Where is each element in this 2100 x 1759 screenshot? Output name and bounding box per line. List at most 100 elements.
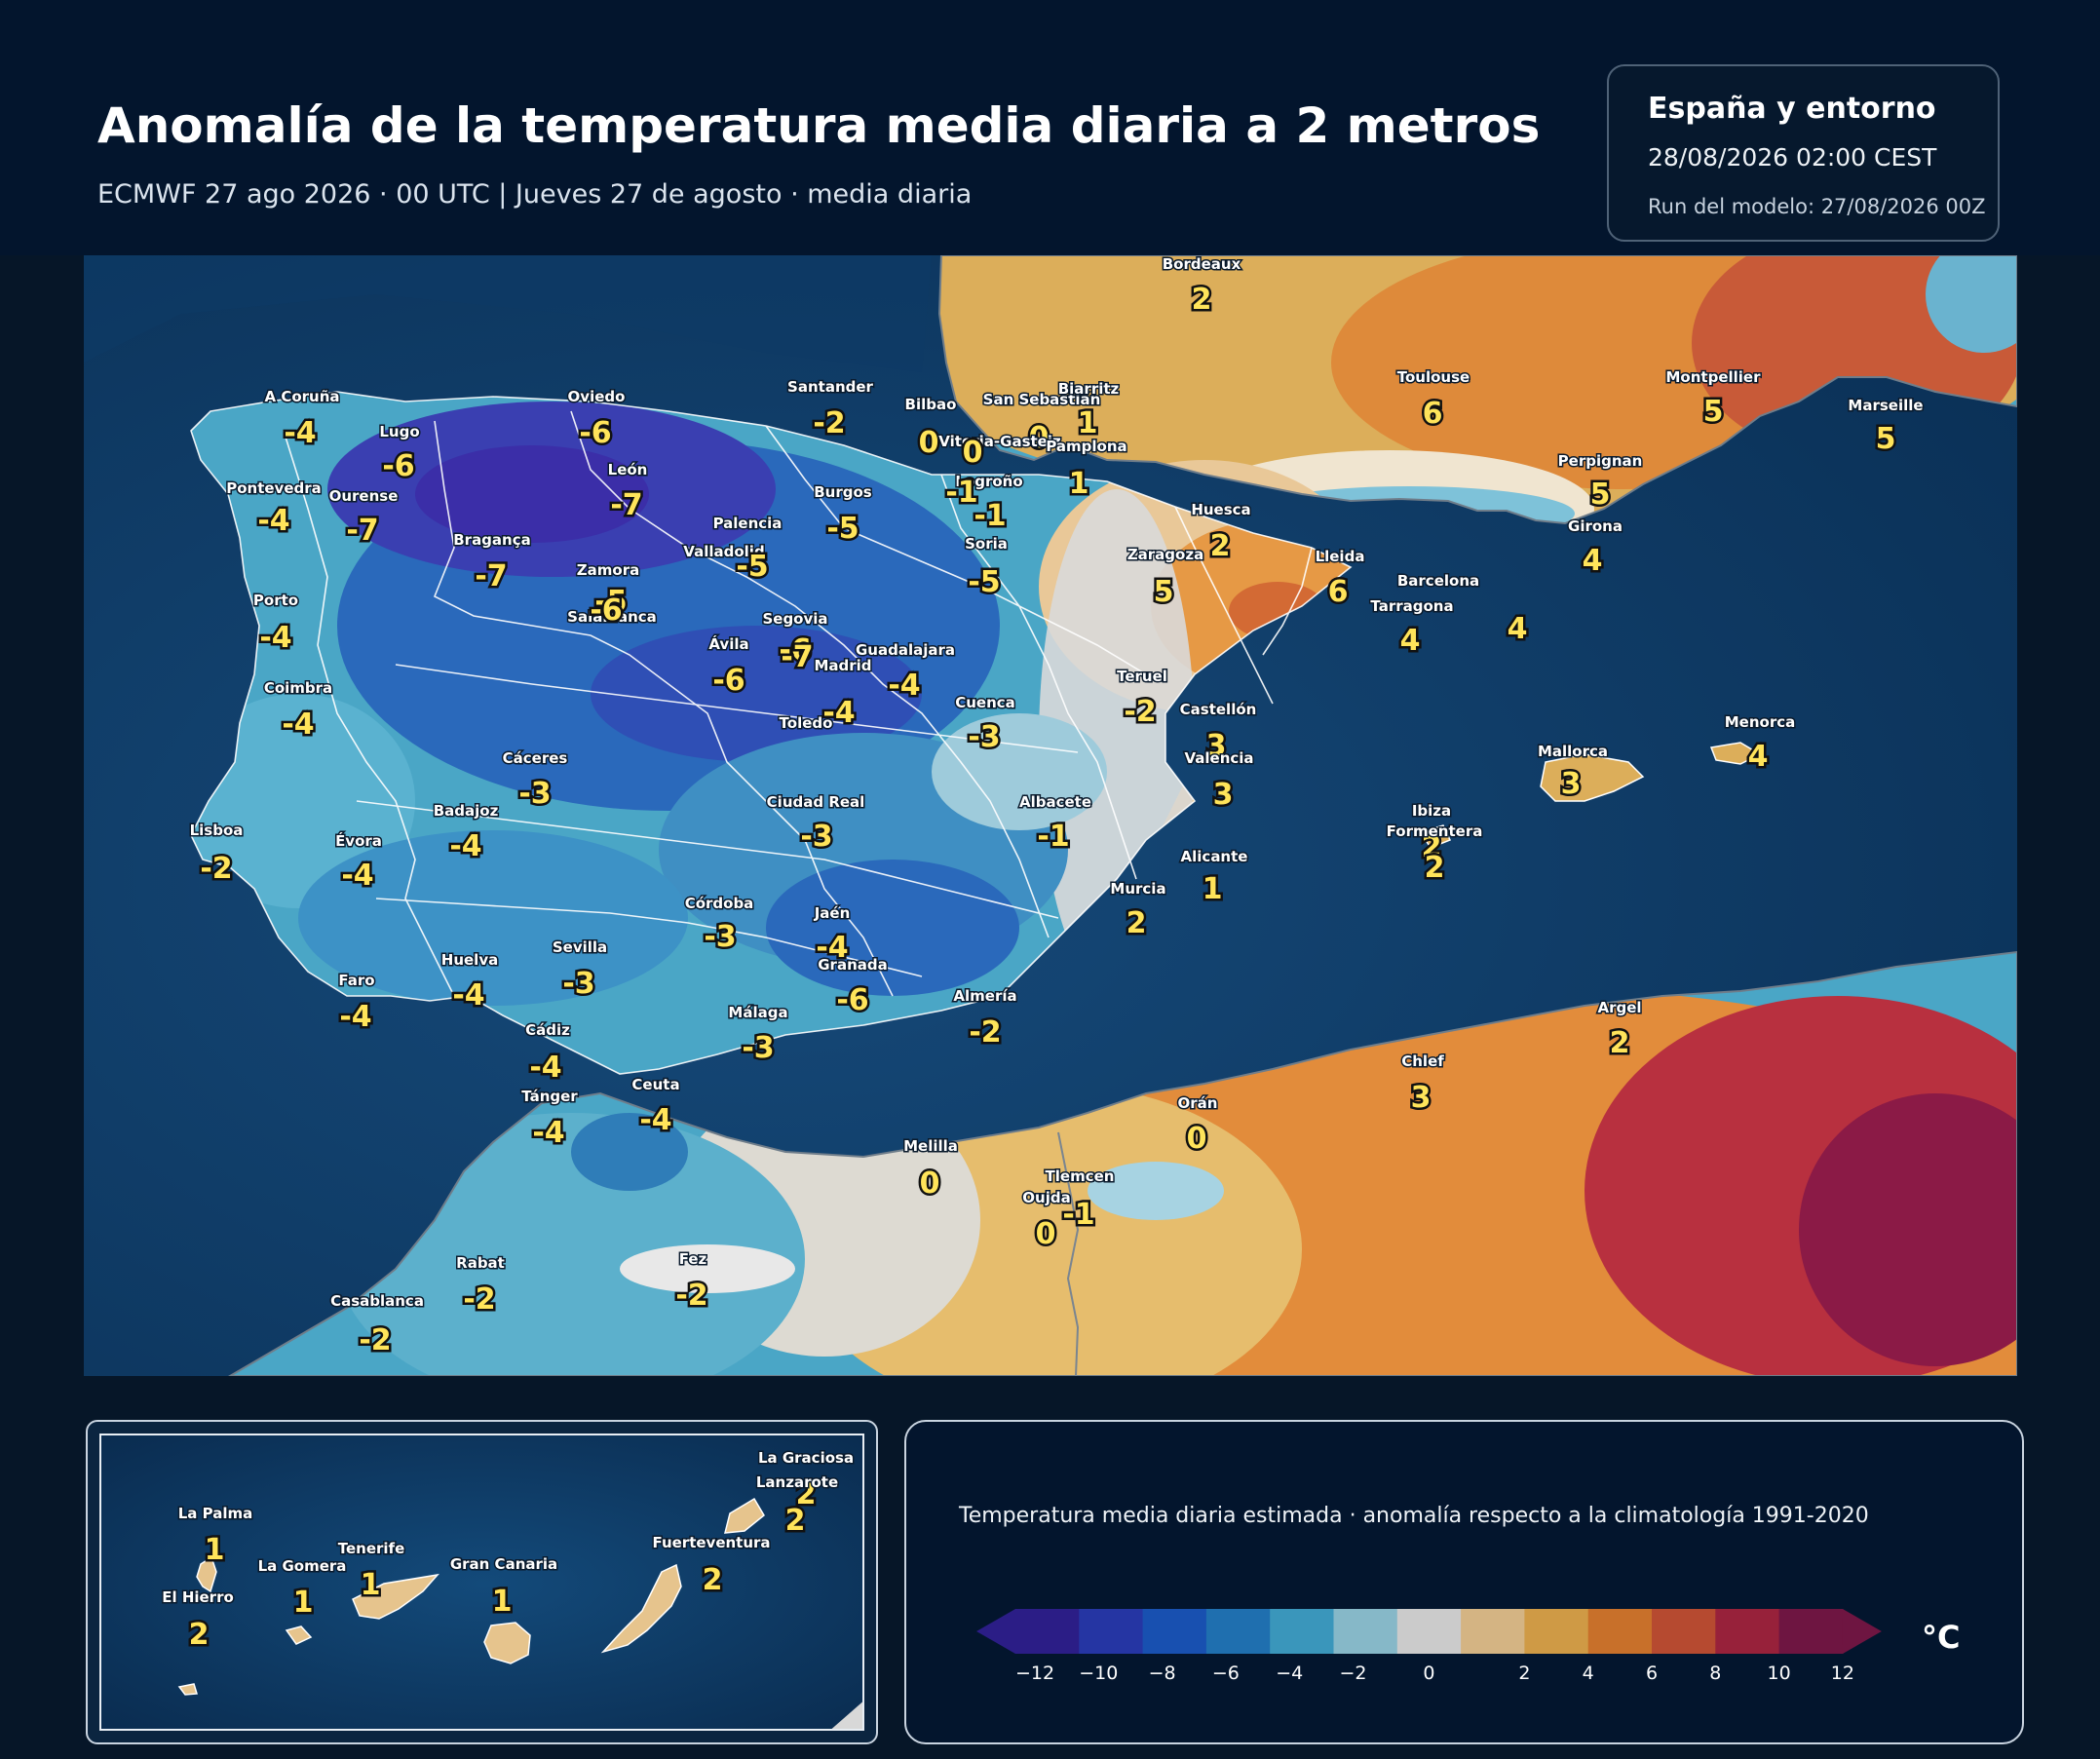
canarias-name-gran-canaria: Gran Canaria: [450, 1555, 557, 1573]
station-value-braganca: -7: [475, 559, 507, 593]
colorbar-max-extend: [1842, 1609, 1882, 1654]
colorbar-swatch: [1461, 1609, 1525, 1654]
station-name-girona: Girona: [1568, 517, 1623, 535]
station-value-montpellier: 5: [1703, 395, 1724, 429]
station-value-casablanca: -2: [359, 1323, 391, 1357]
station-name-jaen: Jaén: [814, 904, 851, 922]
canarias-value-gran-canaria: 1: [492, 1585, 513, 1619]
lanzarote-island: [724, 1497, 765, 1534]
station-value-pontevedra: -4: [257, 504, 289, 538]
station-name-a-coruna: A Coruña: [264, 388, 339, 405]
station-name-oviedo: Oviedo: [568, 388, 626, 405]
station-value-coimbra: -4: [282, 707, 314, 742]
unit-label: °C: [1922, 1619, 1961, 1656]
station-value-chlef: 3: [1411, 1081, 1432, 1115]
station-name-melilla: Melilla: [903, 1137, 958, 1155]
station-name-valencia: Valencia: [1184, 749, 1253, 767]
station-name-vitoria-gasteiz: Vitoria-Gasteiz: [938, 433, 1061, 450]
canarias-map: La Graciosa 2 Lanzarote 2 La Palma 1 Tenerife 1…: [99, 1434, 864, 1731]
canarias-name-el-hierro: El Hierro: [162, 1588, 234, 1606]
station-value-mallorca: 3: [1561, 767, 1582, 801]
station-value-bilbao: 0: [919, 426, 939, 460]
station-name-albacete: Albacete: [1019, 793, 1091, 811]
colorbar-tick: −8: [1149, 1663, 1176, 1684]
legend-title: Temperatura media diaria estimada · anom…: [959, 1504, 1869, 1528]
canarias-name-la-gomera: La Gomera: [258, 1557, 347, 1575]
station-name-toledo: Toledo: [780, 714, 833, 732]
station-name-tlemcen: Tlemcen: [1046, 1167, 1115, 1185]
colorbar-swatch: [1333, 1609, 1398, 1654]
canarias-name-tenerife: Tenerife: [338, 1540, 405, 1557]
info-box: España y entorno 28/08/2026 02:00 CEST R…: [1607, 64, 2000, 242]
station-name-coimbra: Coimbra: [264, 679, 332, 697]
canarias-inset[interactable]: La Graciosa 2 Lanzarote 2 La Palma 1 Tenerife 1…: [86, 1420, 878, 1744]
station-name-lleida: Lleida: [1316, 548, 1365, 565]
station-value-faro: -4: [339, 1000, 371, 1034]
station-name-formentera: Formentera: [1387, 822, 1483, 840]
station-value-argel: 2: [1610, 1026, 1630, 1060]
colorbar-tick: 6: [1646, 1663, 1658, 1684]
station-value-tlemcen: -1: [1062, 1198, 1094, 1232]
fuerteventura-island: [600, 1563, 682, 1654]
mallorca-island: [1540, 753, 1645, 802]
canarias-name-la-graciosa: La Graciosa: [758, 1449, 854, 1467]
station-value-almeria: -2: [969, 1015, 1001, 1050]
la-gomera-island: [285, 1625, 313, 1645]
station-value-cordoba: -3: [704, 920, 736, 954]
station-name-pamplona: Pamplona: [1046, 438, 1126, 455]
station-value-fez: -2: [675, 1279, 707, 1313]
station-name-burgos: Burgos: [814, 483, 872, 501]
colorbar-min-extend: [976, 1609, 1015, 1654]
colorbar-swatch: [1652, 1609, 1716, 1654]
station-value-barcelona: 4: [1508, 612, 1528, 646]
model-run: Run del modelo: 27/08/2026 00Z: [1648, 195, 1986, 218]
station-name-castellon: Castellón: [1180, 701, 1257, 718]
station-name-palencia: Palencia: [713, 515, 783, 532]
station-name-menorca: Menorca: [1725, 713, 1796, 731]
station-value-oviedo: -6: [579, 416, 611, 450]
station-name-oujda: Oujda: [1022, 1189, 1070, 1206]
station-value-castellon: 3: [1206, 729, 1227, 763]
legend-panel: Temperatura media diaria estimada · anom…: [904, 1420, 2024, 1744]
station-name-porto: Porto: [253, 592, 298, 609]
tenerife-island: [352, 1573, 439, 1620]
colorbar-tick: −12: [1015, 1663, 1054, 1684]
colorbar-tick: −10: [1079, 1663, 1118, 1684]
station-value-lleida: 6: [1328, 575, 1349, 609]
colorbar-swatch: [1587, 1609, 1653, 1654]
station-value-albacete: -1: [1037, 820, 1069, 854]
station-name-faro: Faro: [338, 972, 374, 989]
station-name-bilbao: Bilbao: [905, 396, 957, 413]
canarias-value-el-hierro: 2: [189, 1618, 210, 1652]
station-value-soria: -5: [968, 565, 1000, 599]
station-value-san-sebastian: 0: [1029, 421, 1050, 455]
station-name-alicante: Alicante: [1181, 848, 1248, 865]
station-value-marseille: 5: [1876, 422, 1896, 456]
station-value-oujda: 0: [1036, 1217, 1056, 1251]
station-name-bordeaux: Bordeaux: [1163, 255, 1241, 273]
station-value-madrid: -7: [781, 640, 813, 674]
main-map-canvas: A Coruña -4 Lugo -6 Oviedo -6 Santander -2 Bilba…: [84, 255, 2017, 1376]
region-label: España y entorno: [1648, 92, 1936, 126]
station-name-tanger: Tánger: [521, 1088, 578, 1105]
colorbar-swatch: [1015, 1609, 1080, 1654]
colorbar-tick: 10: [1768, 1663, 1791, 1684]
colorbar-swatch: [1142, 1609, 1207, 1654]
station-value-lisboa: -2: [200, 852, 232, 886]
station-name-pontevedra: Pontevedra: [226, 479, 322, 497]
main-map[interactable]: A Coruña -4 Lugo -6 Oviedo -6 Santander -2 Bilba…: [84, 255, 2017, 1376]
station-value-badajoz: -4: [449, 829, 481, 863]
station-value-lugo: -6: [382, 449, 414, 483]
canarias-value-la-palma: 1: [205, 1533, 225, 1567]
station-value-alicante: 1: [1203, 872, 1223, 906]
colorbar-swatch: [1205, 1609, 1271, 1654]
station-name-oran: Orán: [1178, 1094, 1218, 1112]
canarias-name-la-palma: La Palma: [178, 1505, 253, 1522]
colorbar-swatch: [1778, 1609, 1844, 1654]
station-value-segovia: -6: [779, 633, 811, 668]
station-name-toulouse: Toulouse: [1397, 368, 1470, 386]
station-value-burgos: -5: [826, 512, 859, 546]
station-name-tarragona: Tarragona: [1370, 597, 1453, 615]
colorbar-tick: 2: [1518, 1663, 1530, 1684]
station-name-montpellier: Montpellier: [1666, 368, 1762, 386]
